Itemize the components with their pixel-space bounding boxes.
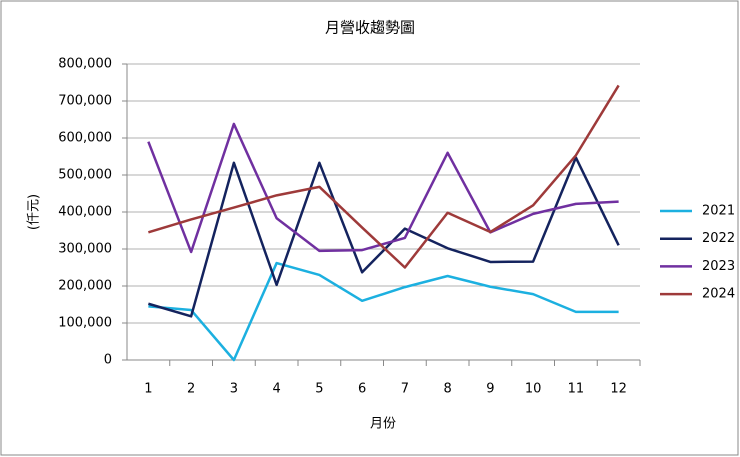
legend-label: 2022: [702, 231, 735, 246]
chart-title: 月營收趨勢圖: [325, 19, 415, 37]
x-axis-label: 月份: [370, 417, 396, 432]
y-tick-label: 600,000: [58, 131, 112, 146]
legend-label: 2023: [702, 259, 735, 274]
x-tick-label: 1: [144, 382, 152, 397]
y-axis-label: (仟元): [27, 194, 42, 230]
y-tick-label: 800,000: [58, 57, 112, 72]
series-line: [148, 84, 620, 269]
series-line: [147, 122, 619, 254]
y-tick-label: 100,000: [58, 316, 112, 331]
series-line: [148, 261, 619, 362]
x-tick-label: 9: [486, 382, 494, 397]
y-tick-label: 200,000: [58, 279, 112, 294]
y-tick-label: 300,000: [58, 242, 112, 257]
legend-label: 2024: [702, 287, 735, 302]
x-tick-label: 11: [568, 382, 585, 397]
y-tick-label: 500,000: [58, 168, 112, 183]
series-line: [148, 156, 620, 318]
y-tick-label: 0: [104, 353, 112, 368]
y-tick-label: 400,000: [58, 205, 112, 220]
legend-label: 2021: [702, 204, 735, 219]
x-tick-label: 3: [230, 382, 238, 397]
x-tick-label: 6: [358, 382, 366, 397]
x-tick-label: 7: [401, 382, 409, 397]
x-tick-label: 4: [272, 382, 280, 397]
x-tick-label: 8: [443, 382, 451, 397]
x-tick-label: 5: [315, 382, 323, 397]
x-tick-label: 10: [525, 382, 542, 397]
x-tick-label: 12: [610, 382, 627, 397]
x-tick-label: 2: [187, 382, 195, 397]
y-tick-label: 700,000: [58, 94, 112, 109]
